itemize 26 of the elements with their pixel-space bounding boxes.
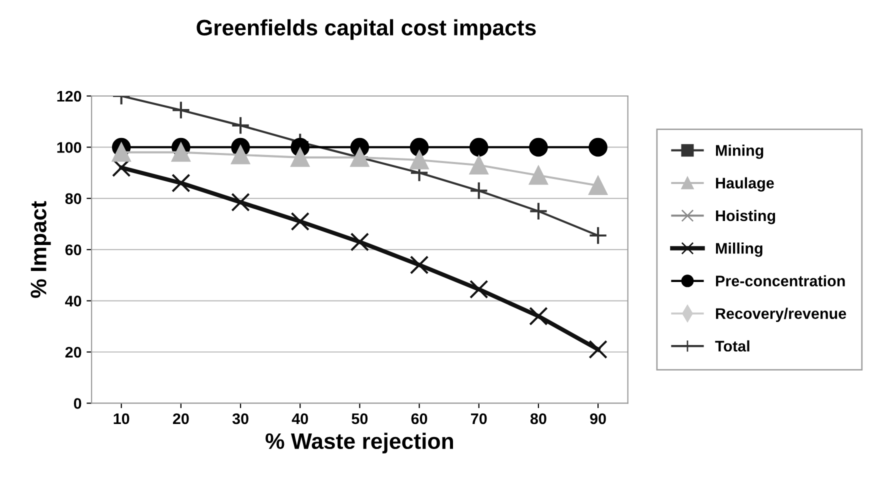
x-tick-label: 50: [352, 413, 368, 424]
legend-label: Pre-concentration: [716, 275, 845, 286]
y-tick-label: 100: [57, 142, 82, 153]
legend-label: Recovery/revenue: [716, 308, 846, 322]
y-tick-label: 60: [65, 244, 82, 256]
x-axis-title: % Waste rejection: [266, 432, 453, 454]
legend-label: Mining: [716, 144, 764, 159]
x-tick-label: 10: [114, 413, 130, 424]
legend-label: Hoisting: [716, 210, 776, 224]
x-tick-label: 80: [530, 413, 546, 424]
y-tick-label: 80: [65, 193, 82, 204]
y-tick-label: 40: [65, 296, 82, 306]
chart-title: Greenfields capital cost impacts: [196, 19, 536, 40]
legend-label: Haulage: [716, 177, 774, 192]
y-axis-title: % Impact: [30, 201, 51, 298]
legend-label: Total: [715, 340, 750, 352]
x-tick-label: 20: [172, 413, 189, 424]
x-tick-label: 40: [292, 413, 308, 424]
x-tick-label: 30: [232, 413, 248, 424]
y-tick-label: 0: [74, 398, 82, 409]
x-tick-label: 60: [411, 413, 428, 424]
y-tick-label: 120: [57, 90, 82, 102]
x-tick-label: 90: [590, 413, 606, 424]
x-tick-label: 70: [471, 413, 487, 424]
legend-label: Milling: [716, 242, 762, 257]
y-tick-label: 20: [65, 346, 82, 358]
